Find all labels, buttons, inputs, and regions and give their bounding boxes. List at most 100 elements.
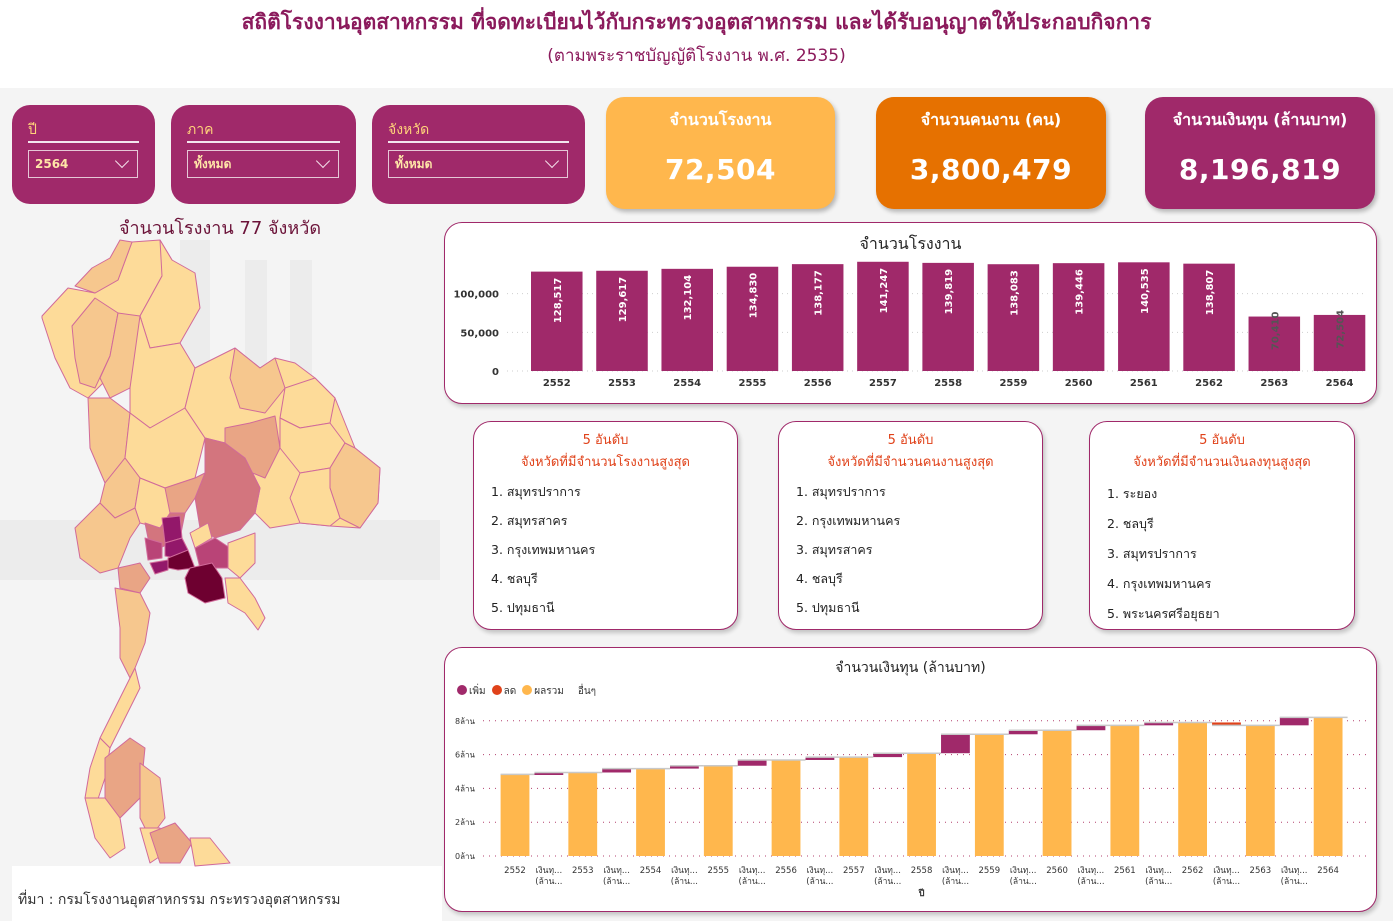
legend-item-decrease[interactable]: ลด (491, 684, 517, 699)
filter-year: ปี 2564 (12, 105, 155, 204)
chevron-down-icon (544, 153, 560, 169)
thailand-choropleth-map[interactable] (0, 238, 440, 868)
x-tick-label: 2563 (1250, 866, 1272, 876)
chart-title: จำนวนโรงงาน (859, 234, 962, 253)
increase-bar (1144, 722, 1174, 726)
increase-bar (1279, 717, 1309, 726)
legend-dot (491, 685, 502, 695)
x-tick-label: 2554 (640, 866, 662, 876)
x-tick-label: เงินทุ... (536, 866, 563, 876)
legend-item-total[interactable]: ผลรวม (522, 684, 564, 699)
dropdown-value: ทั้งหมด (395, 156, 433, 171)
map-region[interactable] (149, 559, 169, 575)
total-bar (568, 772, 598, 856)
kpi-label: จำนวนโรงงาน (669, 110, 772, 129)
map-region[interactable] (114, 587, 151, 679)
legend-dot (522, 685, 533, 695)
filter-province: จังหวัด ทั้งหมด (372, 105, 585, 204)
card-subheading: จังหวัดที่มีจำนวนคนงานสูงสุด (827, 455, 994, 470)
bar-value-label: 129,617 (618, 277, 629, 323)
x-tick-label: เงินทุ... (942, 866, 969, 876)
total-bar (636, 768, 665, 856)
chart-title: จำนวนเงินทุน (ล้านบาท) (835, 660, 986, 676)
x-tick-label: (ล้าน... (1010, 876, 1037, 887)
list-item: 3. สมุทรปราการ (1107, 546, 1197, 561)
map-region[interactable] (117, 562, 151, 594)
map-region[interactable] (149, 822, 193, 864)
bar (1052, 263, 1105, 371)
increase-bar (873, 753, 903, 758)
map-region[interactable] (289, 467, 341, 527)
year-dropdown[interactable]: 2564 (28, 150, 138, 178)
x-tick-label: (ล้าน... (671, 876, 698, 887)
map-region[interactable] (144, 537, 163, 561)
y-tick-label: 0ล้าน (455, 852, 475, 861)
list-item: 5. ปทุมธานี (491, 600, 555, 615)
legend-item-other[interactable]: อื่นๆ (578, 684, 596, 699)
card-subheading: จังหวัดที่มีจำนวนโรงงานสูงสุด (521, 455, 690, 470)
ranking-list: 1. สมุทรปราการ 2. กรุงเทพมหานคร 3. สมุทร… (796, 482, 1042, 627)
increase-bar (737, 759, 767, 766)
map-region[interactable] (84, 797, 126, 859)
x-tick-label: 2556 (804, 378, 832, 389)
list-item: 4. ชลบุรี (796, 571, 843, 586)
factory-count-bar-chart: 0 50,000 100,000 128,517 2552 129,617 2553 132,… (453, 261, 1366, 389)
list-item: 1. ระยอง (1107, 486, 1158, 501)
map-region[interactable] (184, 562, 226, 604)
x-tick-label: (ล้าน... (739, 876, 766, 887)
x-tick-label: (ล้าน... (942, 876, 969, 887)
x-tick-label: 2563 (1260, 378, 1288, 389)
bar (726, 266, 779, 371)
total-bar (500, 774, 530, 856)
map-region[interactable] (227, 532, 256, 579)
list-item: 1. สมุทรปราการ (796, 484, 886, 499)
y-tick-label: 0 (492, 367, 499, 378)
x-tick-label: เงินทุ... (1145, 866, 1172, 876)
map-region[interactable] (189, 837, 231, 867)
x-tick-label: 2562 (1182, 866, 1204, 876)
x-tick-label: 2560 (1065, 378, 1093, 389)
map-region[interactable] (74, 502, 141, 574)
background-panel (0, 0, 1393, 88)
y-tick-label: 6ล้าน (455, 751, 475, 760)
x-tick-label: เงินทุ... (874, 866, 901, 876)
region-dropdown[interactable]: ทั้งหมด (187, 150, 339, 178)
x-tick-label: (ล้าน... (1077, 876, 1104, 887)
x-tick-label: เงินทุ... (807, 866, 834, 876)
legend-dot (457, 685, 467, 695)
kpi-value: 8,196,819 (1178, 153, 1342, 186)
decrease-bar (1212, 722, 1241, 726)
x-tick-label: (ล้าน... (535, 876, 562, 887)
x-tick-label: (ล้าน... (874, 876, 901, 887)
map-region[interactable] (99, 667, 141, 749)
map-region[interactable] (229, 347, 286, 414)
card-subheading: จังหวัดที่มีจำนวนเงินลงทุนสูงสุด (1133, 455, 1311, 470)
legend-label: เพิ่ม (469, 686, 486, 697)
kpi-value: 3,800,479 (909, 153, 1073, 186)
map-region[interactable] (74, 239, 133, 294)
x-tick-label: 2553 (608, 378, 636, 389)
legend-label: ลด (503, 686, 517, 697)
province-dropdown[interactable]: ทั้งหมด (388, 150, 568, 178)
map-region[interactable] (224, 577, 266, 631)
page-title: สถิติโรงงานอุตสาหกรรม ที่จดทะเบียนไว้กับ… (241, 10, 1152, 34)
chevron-down-icon (315, 153, 331, 169)
x-tick-label: เงินทุ... (1281, 866, 1308, 876)
bar (857, 261, 909, 371)
x-tick-label: 2559 (978, 866, 1000, 876)
y-tick-label: 8ล้าน (455, 717, 475, 726)
x-tick-label: 2564 (1326, 378, 1354, 389)
increase-bar (1076, 725, 1106, 731)
factory-count-chart-card: จำนวนโรงงาน 0 50,000 100,000 128,517 2552 129… (444, 222, 1377, 404)
increase-bar (941, 734, 970, 754)
total-bar (907, 753, 936, 856)
card-heading: 5 อันดับ (582, 433, 629, 448)
map-region[interactable] (139, 762, 166, 839)
x-axis-title: ปี (918, 888, 925, 899)
x-tick-label: เงินทุ... (1078, 866, 1105, 876)
x-tick-label: 2553 (572, 866, 594, 876)
x-tick-label: เงินทุ... (603, 866, 630, 876)
legend-item-increase[interactable]: เพิ่ม (457, 684, 486, 699)
map-region[interactable] (189, 522, 213, 549)
